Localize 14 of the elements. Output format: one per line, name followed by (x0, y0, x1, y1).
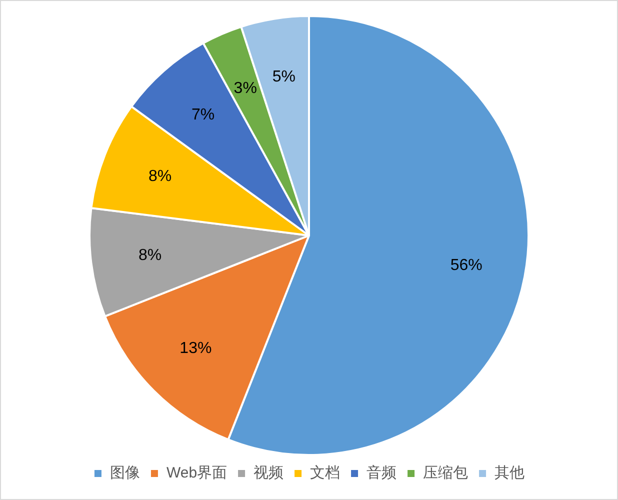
legend-label: 其他 (494, 464, 525, 482)
data-label: 3% (234, 80, 257, 97)
data-label: 56% (450, 256, 482, 274)
legend-label: 压缩包 (423, 464, 468, 482)
data-label: 7% (191, 106, 215, 124)
legend-label: 文档 (310, 464, 340, 482)
legend-label: 图像 (110, 464, 140, 482)
data-label: 8% (138, 246, 162, 264)
data-label: 13% (180, 340, 212, 358)
legend-label: 音频 (366, 464, 397, 482)
data-label: 8% (148, 168, 172, 185)
legend-label: Web界面 (166, 464, 228, 482)
legend-label: 视频 (254, 464, 284, 482)
data-label: 5% (272, 68, 296, 86)
